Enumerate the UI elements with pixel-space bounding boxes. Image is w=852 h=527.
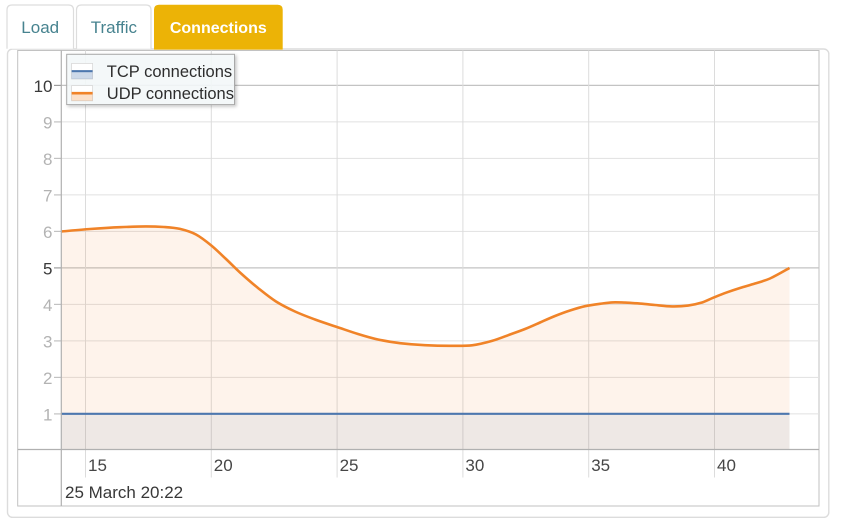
svg-text:25: 25 — [340, 456, 359, 475]
svg-text:40: 40 — [717, 456, 736, 475]
svg-text:4: 4 — [43, 296, 52, 315]
svg-text:Connections: Connections — [170, 20, 267, 37]
svg-text:25 March 20:22: 25 March 20:22 — [65, 483, 183, 502]
svg-text:3: 3 — [43, 333, 52, 352]
svg-text:1: 1 — [43, 406, 52, 425]
svg-text:UDP connections: UDP connections — [107, 85, 234, 103]
svg-text:30: 30 — [465, 456, 484, 475]
svg-text:20: 20 — [214, 456, 233, 475]
svg-text:10: 10 — [34, 77, 53, 96]
svg-text:15: 15 — [88, 456, 107, 475]
svg-text:TCP connections: TCP connections — [107, 63, 232, 81]
svg-text:Load: Load — [21, 18, 59, 37]
svg-text:8: 8 — [43, 150, 52, 169]
svg-text:35: 35 — [591, 456, 610, 475]
svg-text:5: 5 — [43, 260, 52, 279]
svg-text:9: 9 — [43, 114, 52, 133]
svg-text:7: 7 — [43, 187, 52, 206]
svg-text:6: 6 — [43, 223, 52, 242]
svg-text:Traffic: Traffic — [91, 18, 138, 37]
svg-text:2: 2 — [43, 369, 52, 388]
